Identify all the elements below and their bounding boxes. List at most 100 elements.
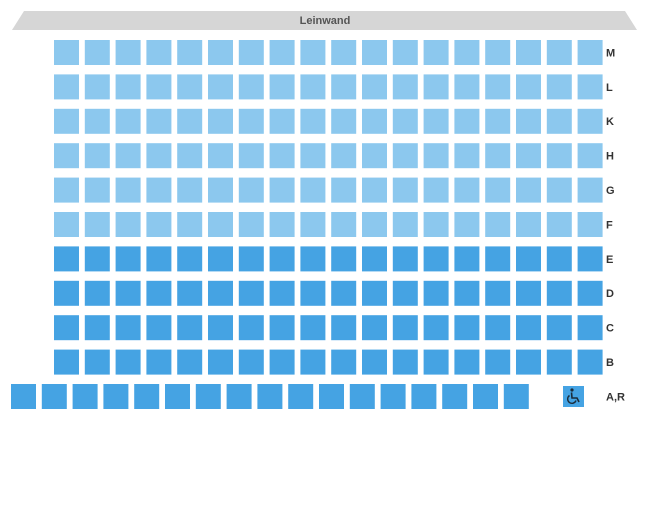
seat[interactable] <box>115 349 141 375</box>
seat[interactable] <box>516 108 541 134</box>
seat[interactable] <box>485 349 511 375</box>
seat[interactable] <box>84 108 110 134</box>
seat[interactable] <box>115 74 141 100</box>
seat[interactable] <box>392 108 418 134</box>
seat[interactable] <box>208 74 233 100</box>
seat[interactable] <box>146 212 172 237</box>
seat[interactable] <box>84 212 110 237</box>
seat[interactable] <box>134 384 160 409</box>
seat[interactable] <box>195 384 221 409</box>
seat[interactable] <box>269 74 295 100</box>
seat[interactable] <box>331 246 357 272</box>
seat[interactable] <box>226 384 252 409</box>
seat[interactable] <box>54 212 79 237</box>
seat[interactable] <box>454 246 480 272</box>
seat[interactable] <box>269 143 295 169</box>
seat[interactable] <box>546 177 572 203</box>
seat[interactable] <box>563 386 584 407</box>
seat[interactable] <box>577 315 603 341</box>
seat[interactable] <box>392 40 418 65</box>
seat[interactable] <box>331 74 357 100</box>
seat[interactable] <box>331 40 357 65</box>
seat[interactable] <box>485 74 511 100</box>
seat[interactable] <box>208 143 233 169</box>
seat[interactable] <box>362 74 387 100</box>
seat[interactable] <box>423 40 449 65</box>
seat[interactable] <box>300 108 326 134</box>
seat[interactable] <box>269 40 295 65</box>
seat[interactable] <box>577 40 603 65</box>
seat[interactable] <box>392 143 418 169</box>
seat[interactable] <box>546 349 572 375</box>
seat[interactable] <box>392 280 418 306</box>
seat[interactable] <box>516 315 541 341</box>
seat[interactable] <box>177 143 203 169</box>
seat[interactable] <box>485 315 511 341</box>
seat[interactable] <box>423 280 449 306</box>
seat[interactable] <box>331 143 357 169</box>
seat[interactable] <box>485 280 511 306</box>
seat[interactable] <box>177 74 203 100</box>
seat[interactable] <box>349 384 375 409</box>
seat[interactable] <box>454 212 480 237</box>
seat[interactable] <box>516 40 541 65</box>
seat[interactable] <box>546 108 572 134</box>
seat[interactable] <box>238 143 264 169</box>
seat[interactable] <box>516 280 541 306</box>
seat[interactable] <box>516 74 541 100</box>
seat[interactable] <box>146 246 172 272</box>
seat[interactable] <box>115 280 141 306</box>
seat[interactable] <box>84 315 110 341</box>
seat[interactable] <box>516 177 541 203</box>
seat[interactable] <box>238 280 264 306</box>
seat[interactable] <box>546 280 572 306</box>
seat[interactable] <box>423 349 449 375</box>
seat[interactable] <box>72 384 98 409</box>
seat[interactable] <box>577 108 603 134</box>
seat[interactable] <box>54 315 79 341</box>
seat[interactable] <box>516 349 541 375</box>
seat[interactable] <box>238 315 264 341</box>
seat[interactable] <box>516 246 541 272</box>
seat[interactable] <box>362 108 387 134</box>
seat[interactable] <box>485 212 511 237</box>
seat[interactable] <box>208 315 233 341</box>
seat[interactable] <box>546 212 572 237</box>
seat[interactable] <box>300 177 326 203</box>
seat[interactable] <box>331 349 357 375</box>
seat[interactable] <box>115 108 141 134</box>
seat[interactable] <box>84 246 110 272</box>
seat[interactable] <box>54 108 79 134</box>
seat[interactable] <box>84 349 110 375</box>
seat[interactable] <box>454 177 480 203</box>
seat[interactable] <box>331 315 357 341</box>
seat[interactable] <box>423 315 449 341</box>
seat[interactable] <box>331 212 357 237</box>
seat[interactable] <box>177 315 203 341</box>
seat[interactable] <box>300 349 326 375</box>
seat[interactable] <box>392 246 418 272</box>
seat[interactable] <box>300 315 326 341</box>
seat[interactable] <box>331 280 357 306</box>
seat[interactable] <box>238 349 264 375</box>
seat[interactable] <box>546 315 572 341</box>
seat[interactable] <box>208 212 233 237</box>
seat[interactable] <box>454 40 480 65</box>
seat[interactable] <box>577 212 603 237</box>
seat[interactable] <box>485 40 511 65</box>
seat[interactable] <box>362 143 387 169</box>
seat[interactable] <box>577 177 603 203</box>
seat[interactable] <box>423 143 449 169</box>
seat[interactable] <box>380 384 406 409</box>
seat[interactable] <box>84 177 110 203</box>
seat[interactable] <box>319 384 344 409</box>
seat[interactable] <box>300 40 326 65</box>
seat[interactable] <box>54 280 79 306</box>
seat[interactable] <box>454 280 480 306</box>
seat[interactable] <box>392 349 418 375</box>
seat[interactable] <box>208 108 233 134</box>
seat[interactable] <box>454 74 480 100</box>
seat[interactable] <box>208 246 233 272</box>
seat[interactable] <box>423 74 449 100</box>
seat[interactable] <box>423 177 449 203</box>
